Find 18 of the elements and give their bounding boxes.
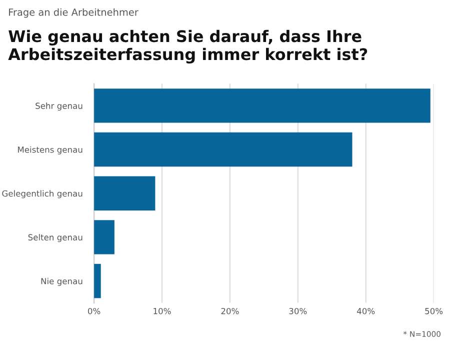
y-tick-label: Selten genau [28, 234, 82, 242]
y-tick-label: Sehr genau [36, 102, 82, 111]
y-tick-label: Nie genau [41, 278, 82, 286]
x-tick-label: 50% [425, 308, 443, 314]
bar [94, 220, 114, 254]
bar [94, 176, 156, 210]
bar [94, 132, 352, 167]
x-tick-label: 10% [154, 308, 171, 314]
chart-title: Wie genau achten Sie darauf, dass Ihre Arbeitszeiterfassung immer korrekt ist? [8, 30, 368, 64]
bar [94, 264, 101, 298]
chart-subtitle: Frage an die Arbeitnehmer [9, 8, 138, 18]
x-tick-label: 30% [289, 308, 307, 314]
y-tick-label: Gelegentlich genau [2, 190, 82, 198]
bar [94, 88, 430, 123]
x-tick-label: 20% [221, 308, 239, 314]
x-tick-label: 0% [88, 308, 100, 314]
x-tick-label: 40% [356, 308, 375, 314]
y-tick-label: Meistens genau [18, 146, 82, 154]
